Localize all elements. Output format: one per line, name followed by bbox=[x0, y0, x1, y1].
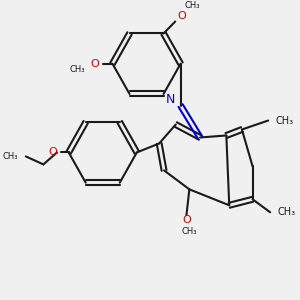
Text: CH₃: CH₃ bbox=[3, 152, 18, 161]
Text: CH₃: CH₃ bbox=[185, 1, 200, 10]
Text: N: N bbox=[165, 93, 175, 106]
Text: O: O bbox=[48, 147, 57, 158]
Text: CH₃: CH₃ bbox=[182, 227, 197, 236]
Text: CH₃: CH₃ bbox=[70, 65, 85, 74]
Text: O: O bbox=[182, 215, 191, 225]
Text: CH₃: CH₃ bbox=[276, 116, 294, 125]
Text: O: O bbox=[177, 11, 186, 20]
Text: O: O bbox=[90, 59, 99, 69]
Text: CH₃: CH₃ bbox=[278, 207, 296, 217]
